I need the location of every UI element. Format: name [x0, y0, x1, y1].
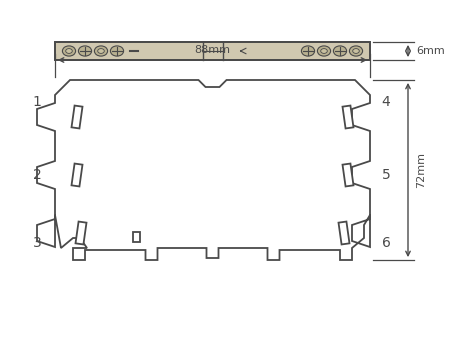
- Polygon shape: [342, 163, 354, 187]
- Polygon shape: [342, 106, 354, 128]
- Text: 6mm: 6mm: [416, 46, 445, 56]
- Ellipse shape: [321, 49, 327, 54]
- Ellipse shape: [63, 46, 76, 56]
- Ellipse shape: [353, 49, 359, 54]
- Text: 3: 3: [32, 236, 41, 250]
- Text: 88mm: 88mm: [194, 45, 230, 55]
- Ellipse shape: [333, 46, 346, 56]
- Polygon shape: [76, 222, 86, 244]
- Ellipse shape: [66, 49, 72, 54]
- Polygon shape: [338, 222, 350, 244]
- Bar: [132, 232, 140, 242]
- Ellipse shape: [94, 46, 108, 56]
- Bar: [55, 42, 370, 60]
- Ellipse shape: [349, 46, 363, 56]
- Polygon shape: [72, 106, 82, 128]
- Text: 6: 6: [382, 236, 391, 250]
- Text: 2: 2: [32, 168, 41, 182]
- Text: 4: 4: [382, 95, 391, 109]
- Ellipse shape: [78, 46, 92, 56]
- Ellipse shape: [110, 46, 124, 56]
- Ellipse shape: [302, 46, 315, 56]
- Text: 1: 1: [32, 95, 41, 109]
- Polygon shape: [37, 80, 370, 260]
- Ellipse shape: [98, 49, 104, 54]
- Text: 5: 5: [382, 168, 391, 182]
- Polygon shape: [72, 163, 82, 187]
- Text: 72mm: 72mm: [416, 152, 426, 188]
- Bar: [55, 42, 370, 60]
- Ellipse shape: [317, 46, 331, 56]
